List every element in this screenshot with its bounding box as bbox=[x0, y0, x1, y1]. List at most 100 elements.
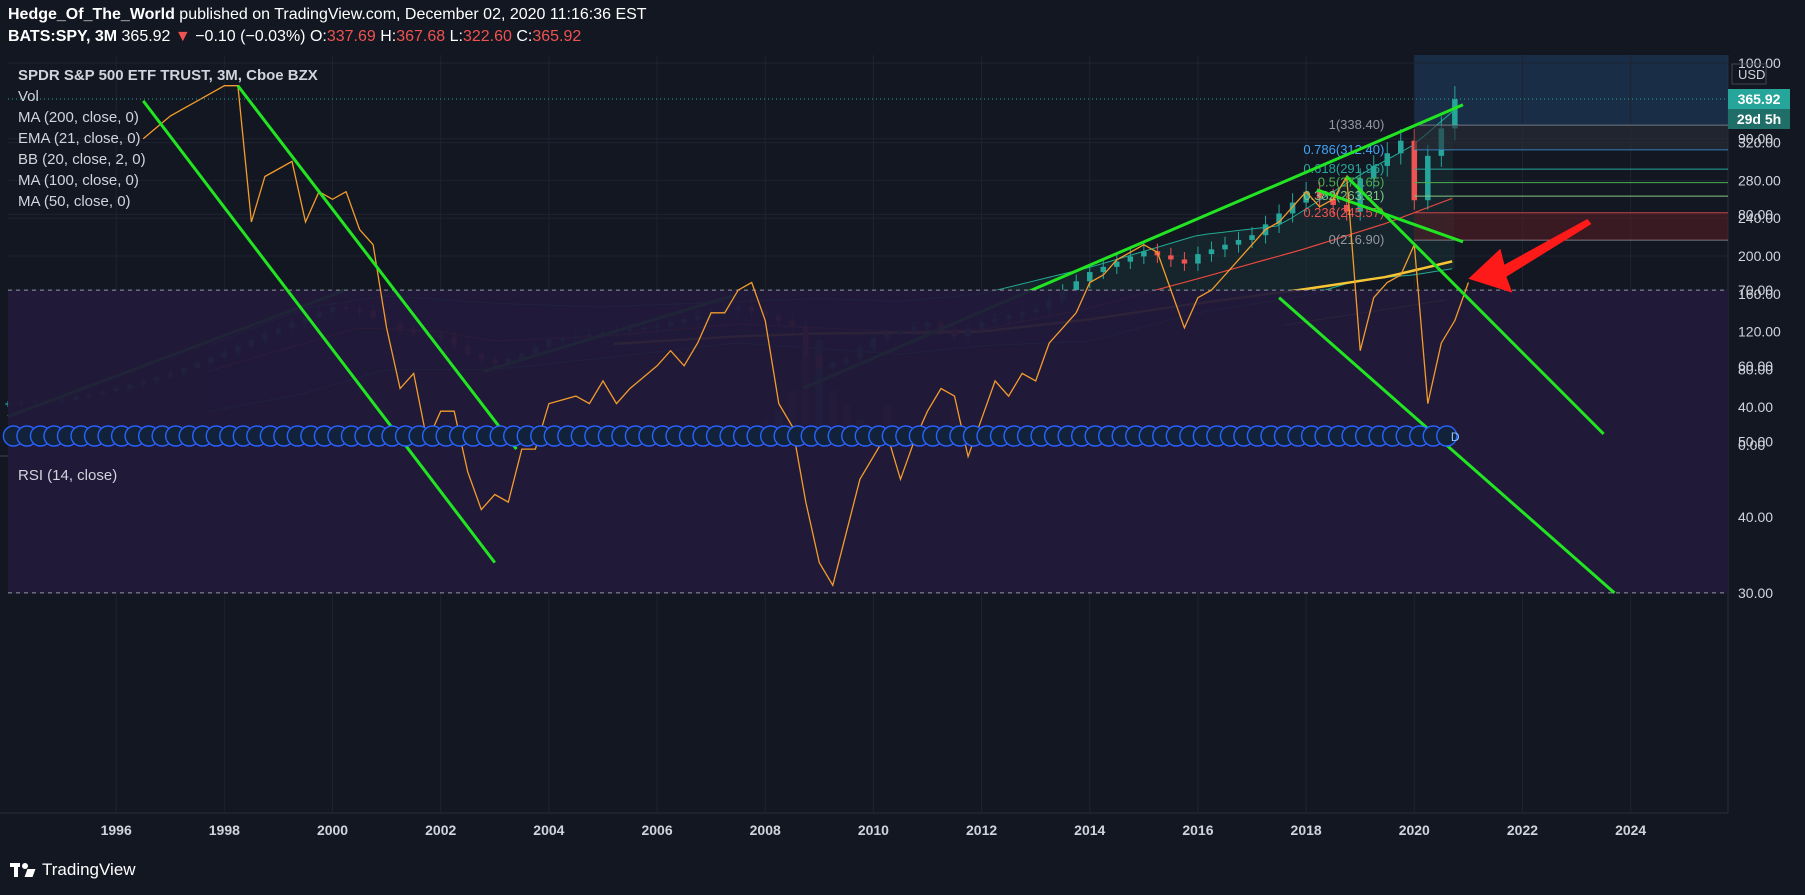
price-trendline bbox=[1316, 188, 1464, 244]
candle-body bbox=[1087, 272, 1093, 282]
legend-ema21[interactable]: EMA (21, close, 0) bbox=[18, 130, 141, 147]
time-tick-label: 2022 bbox=[1507, 822, 1538, 838]
candle-body bbox=[1235, 239, 1242, 245]
high-label: H: bbox=[380, 28, 397, 45]
rsi-tick-label: 30.00 bbox=[1738, 585, 1773, 601]
symbol-label: BATS:SPY, 3M bbox=[8, 28, 118, 45]
fib-level-label: 0.786(312.40) bbox=[1303, 142, 1384, 157]
open-label: O: bbox=[309, 28, 327, 45]
rsi-tick-label: 40.00 bbox=[1738, 509, 1773, 525]
close-value: 365.92 bbox=[532, 28, 582, 45]
candle-body bbox=[1222, 244, 1228, 250]
symbol-quote: BATS:SPY, 3M 365.92 ▼ −0.10 (−0.03%) O:3… bbox=[8, 28, 581, 46]
fib-zone-top bbox=[1414, 125, 1728, 150]
time-tick-label: 2010 bbox=[858, 822, 889, 838]
legend-ma200[interactable]: MA (200, close, 0) bbox=[18, 109, 139, 126]
currency-box bbox=[1731, 63, 1767, 85]
time-tick-label: 1998 bbox=[209, 822, 240, 838]
candle-body bbox=[1208, 249, 1215, 255]
time-tick-label: 2014 bbox=[1074, 822, 1105, 838]
candle-body bbox=[1411, 140, 1418, 201]
countdown-badge-bg bbox=[1728, 109, 1790, 129]
price-tick-label: 160.00 bbox=[1738, 286, 1781, 302]
time-tick-label: 2002 bbox=[425, 822, 456, 838]
rsi-tick-label: 80.00 bbox=[1738, 206, 1773, 222]
time-tick-label: 2024 bbox=[1615, 822, 1646, 838]
time-tick-label: 2004 bbox=[533, 822, 564, 838]
change-down-icon: ▼ bbox=[174, 28, 191, 45]
rsi-trendline bbox=[142, 99, 496, 564]
last-price: 365.92 bbox=[121, 28, 171, 45]
price-tick-label: 120.00 bbox=[1738, 324, 1781, 340]
time-tick-label: 2020 bbox=[1399, 822, 1430, 838]
high-value: 367.68 bbox=[396, 28, 446, 45]
rsi-trendline bbox=[1345, 175, 1605, 435]
legend-ma100[interactable]: MA (100, close, 0) bbox=[18, 172, 139, 189]
author-name[interactable]: Hedge_Of_The_World bbox=[8, 6, 175, 23]
last-price-badge: 365.92 bbox=[1738, 91, 1781, 107]
time-tick-label: 2008 bbox=[750, 822, 781, 838]
price-tick-label: 80.00 bbox=[1738, 361, 1773, 377]
candle-body bbox=[1195, 254, 1201, 264]
candle-body bbox=[1127, 256, 1134, 262]
time-tick-label: 2016 bbox=[1182, 822, 1213, 838]
publish-text: published on TradingView.com, December 0… bbox=[179, 6, 647, 23]
time-tick-label: 2006 bbox=[641, 822, 672, 838]
time-tick-label: 2018 bbox=[1291, 822, 1322, 838]
legend-bb[interactable]: BB (20, close, 2, 0) bbox=[18, 151, 146, 168]
low-label: L: bbox=[449, 28, 463, 45]
open-value: 337.69 bbox=[326, 28, 376, 45]
candle-body bbox=[1343, 204, 1350, 212]
candle-body bbox=[1384, 153, 1390, 166]
fib-level-label: 0.236(245.57) bbox=[1303, 205, 1384, 220]
legend-vol[interactable]: Vol bbox=[18, 88, 39, 105]
candle-body bbox=[1330, 198, 1336, 205]
candle-body bbox=[1316, 191, 1323, 199]
candle-body bbox=[1141, 251, 1147, 257]
rsi-tick-label: 90.00 bbox=[1738, 131, 1773, 147]
legend-rsi[interactable]: RSI (14, close) bbox=[18, 467, 118, 484]
candle-body bbox=[1100, 266, 1107, 273]
rsi-line bbox=[142, 85, 1470, 587]
rsi-trendline bbox=[236, 84, 518, 450]
candle-body bbox=[1073, 281, 1079, 291]
rsi-tick-label: 70.00 bbox=[1738, 282, 1773, 298]
price-change: −0.10 (−0.03%) bbox=[195, 28, 306, 45]
candle-body bbox=[1114, 261, 1120, 267]
price-tick-label: 320.00 bbox=[1738, 135, 1781, 151]
time-tick-label: 1996 bbox=[101, 822, 132, 838]
rsi-tick-label: 50.00 bbox=[1738, 434, 1773, 450]
fib-level-label: 1(338.40) bbox=[1329, 117, 1385, 132]
price-tick-label: 40.00 bbox=[1738, 399, 1773, 415]
price-tick-label: 0.00 bbox=[1738, 437, 1765, 453]
candle-body bbox=[1276, 213, 1282, 225]
candle-body bbox=[1370, 165, 1377, 179]
price-tick-label: 280.00 bbox=[1738, 172, 1781, 188]
dividend-d-icon: D bbox=[1451, 430, 1460, 444]
publish-info: Hedge_Of_The_World published on TradingV… bbox=[8, 6, 647, 24]
time-tick-label: 2000 bbox=[317, 822, 348, 838]
price-tick-label: 240.00 bbox=[1738, 210, 1781, 226]
chart-title: SPDR S&P 500 ETF TRUST, 3M, Cboe BZX bbox=[18, 67, 318, 84]
candle-body bbox=[1452, 99, 1458, 129]
brand-name: TradingView bbox=[42, 860, 136, 879]
dividend-marker bbox=[1436, 425, 1458, 447]
low-value: 322.60 bbox=[462, 28, 512, 45]
candle-body bbox=[1168, 255, 1174, 260]
currency-label: USD bbox=[1738, 67, 1765, 82]
rsi-tick-label: 60.00 bbox=[1738, 358, 1773, 374]
tradingview-brand[interactable]: TradingView bbox=[10, 860, 136, 880]
price-tick-label: 200.00 bbox=[1738, 248, 1781, 264]
time-tick-label: 2012 bbox=[966, 822, 997, 838]
candle-body bbox=[1425, 155, 1431, 201]
countdown-badge: 29d 5h bbox=[1737, 111, 1781, 127]
tradingview-logo-icon bbox=[10, 861, 36, 879]
candle-body bbox=[1249, 235, 1255, 240]
rsi-tick-label: 100.00 bbox=[1738, 55, 1781, 71]
legend-ma50[interactable]: MA (50, close, 0) bbox=[18, 193, 131, 210]
candle-body bbox=[1181, 259, 1188, 264]
candle-body bbox=[1289, 202, 1296, 214]
fib-level-label: 0(216.90) bbox=[1329, 232, 1385, 247]
red-arrow-icon bbox=[1468, 218, 1592, 293]
